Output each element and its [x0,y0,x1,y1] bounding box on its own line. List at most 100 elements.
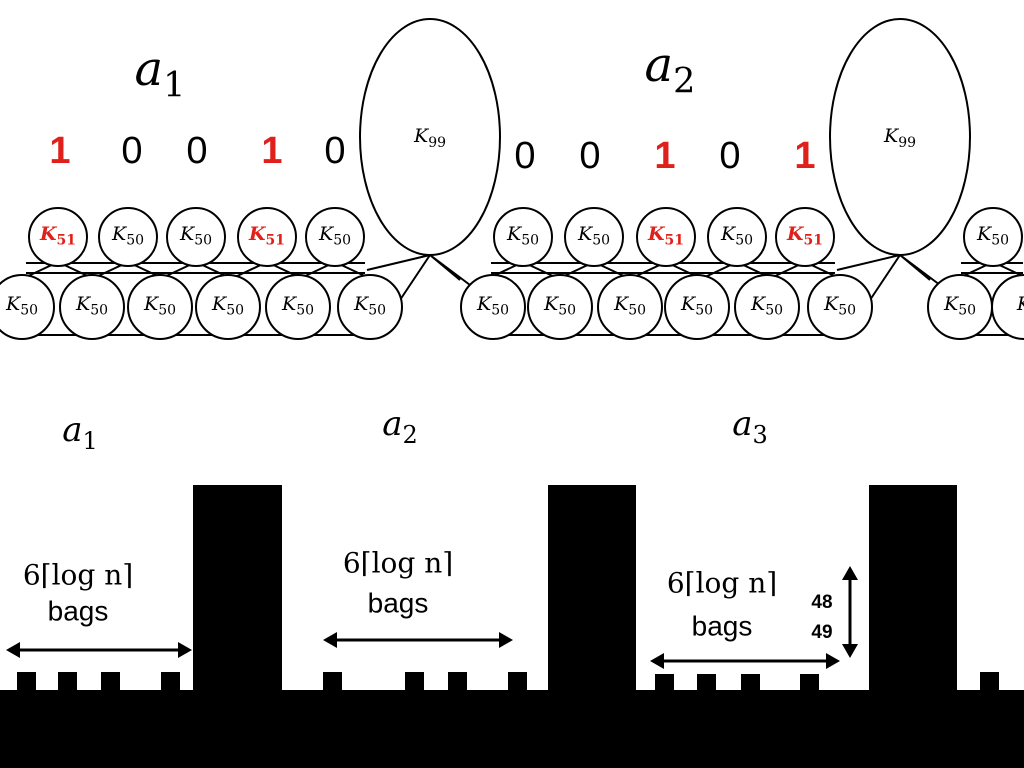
node [564,207,624,267]
label-sub: 99 [428,135,446,151]
node-label: K50 [750,293,783,319]
label-sub: 50 [296,303,314,319]
node [98,207,158,267]
gap-count: 6⌈log n⌉ [667,567,777,600]
big-node [359,18,501,256]
label-main: K [943,293,960,315]
gap-count: 6⌈log n⌉ [343,547,453,580]
node-label: K [1016,293,1024,315]
label-sub: 50 [491,303,509,319]
label-main: K [786,223,805,245]
label-main: K [179,223,196,245]
label-main: K [1016,293,1024,315]
label-sub: 2 [673,61,695,101]
ground [0,690,1024,768]
label-sub: 50 [838,303,856,319]
node-label: K50 [111,223,144,249]
tower [869,485,957,695]
node-label: K50 [353,293,386,319]
node [265,274,331,340]
node-label: K50 [823,293,856,319]
node [305,207,365,267]
bags [17,672,999,692]
node-label: K50 [211,293,244,319]
tower [548,485,636,695]
height-label: 49 [811,622,832,643]
group-label: a2 [645,37,696,101]
bit: 0 [324,130,345,172]
label-sub: 50 [592,233,610,249]
segment-label: a2 [382,404,418,449]
node [0,274,55,340]
node [775,207,835,267]
node-label: K50 [943,293,976,319]
label-sub: 1 [83,427,98,455]
label-main: K [5,293,22,315]
bit: 0 [514,135,535,177]
node-label: K51 [786,223,823,249]
label-sub: 50 [765,303,783,319]
node-label: K50 [506,223,539,249]
label-main: K [506,223,523,245]
label-sub: 50 [991,233,1009,249]
node-label: K50 [318,223,351,249]
label-main: K [883,125,900,147]
bit: 0 [579,135,600,177]
label-sub: 51 [804,233,823,249]
node-label: K50 [543,293,576,319]
node [734,274,800,340]
label-main: a [645,37,674,93]
label-main: a [732,404,752,444]
wire [366,254,491,301]
label-sub: 50 [333,233,351,249]
label-main: K [248,223,267,245]
label-sub: 50 [90,303,108,319]
label-main: K [750,293,767,315]
bit: 1 [49,130,70,172]
label-sub: 51 [665,233,684,249]
label-main: K [39,223,58,245]
gap-count: 6⌈log n⌉ [23,559,133,592]
label-sub: 50 [558,303,576,319]
label-main: K [543,293,560,315]
gap-unit: bags [368,587,429,618]
bit: 0 [719,135,740,177]
segment-label: a3 [732,404,768,449]
label-sub: 50 [368,303,386,319]
label-main: K [976,223,993,245]
node-label: K50 [179,223,212,249]
label-main: a [135,41,164,97]
label-main: K [353,293,370,315]
gap-unit: bags [48,595,109,626]
label-sub: 51 [266,233,285,249]
label-sub: 50 [958,303,976,319]
label-sub: 3 [753,421,768,449]
height-label: 48 [811,592,832,613]
label-sub: 50 [20,303,38,319]
node-label: K50 [5,293,38,319]
node-label: K50 [476,293,509,319]
node [127,274,193,340]
node-label: K50 [720,223,753,249]
label-main: a [382,404,402,444]
label-sub: 50 [695,303,713,319]
label-main: K [143,293,160,315]
big-node [829,18,971,256]
label-main: K [720,223,737,245]
segment-label: a1 [62,410,98,455]
label-sub: 50 [194,233,212,249]
node [237,207,297,267]
label-main: K [823,293,840,315]
node [963,207,1023,267]
bit: 1 [261,130,282,172]
label-main: K [281,293,298,315]
node [527,274,593,340]
node-label: K50 [976,223,1009,249]
node-label: K51 [647,223,684,249]
node [597,274,663,340]
label-sub: 50 [521,233,539,249]
label-sub: 50 [158,303,176,319]
node [195,274,261,340]
label-main: K [413,125,430,147]
